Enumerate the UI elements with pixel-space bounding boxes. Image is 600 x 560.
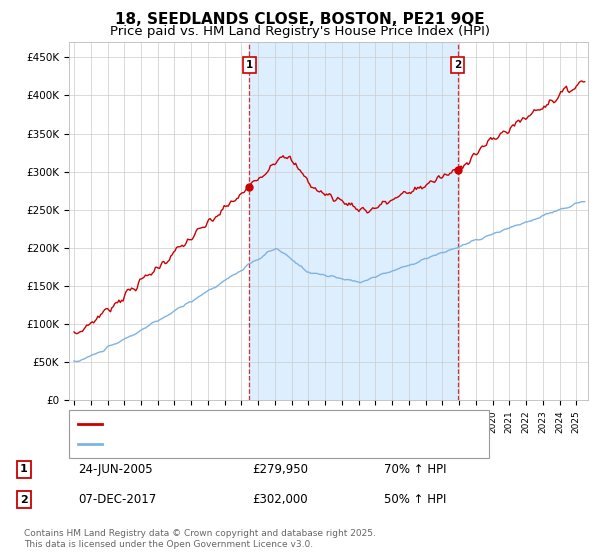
Text: 2: 2	[20, 494, 28, 505]
Text: 70% ↑ HPI: 70% ↑ HPI	[384, 463, 446, 476]
Text: £302,000: £302,000	[252, 493, 308, 506]
Text: Price paid vs. HM Land Registry's House Price Index (HPI): Price paid vs. HM Land Registry's House …	[110, 25, 490, 38]
Text: 1: 1	[20, 464, 28, 474]
Text: 18, SEEDLANDS CLOSE, BOSTON, PE21 9QE (detached house): 18, SEEDLANDS CLOSE, BOSTON, PE21 9QE (d…	[108, 419, 431, 429]
Text: Contains HM Land Registry data © Crown copyright and database right 2025.
This d: Contains HM Land Registry data © Crown c…	[24, 529, 376, 549]
Text: £279,950: £279,950	[252, 463, 308, 476]
Text: 07-DEC-2017: 07-DEC-2017	[78, 493, 156, 506]
Text: 1: 1	[246, 60, 253, 71]
Text: 50% ↑ HPI: 50% ↑ HPI	[384, 493, 446, 506]
Text: 18, SEEDLANDS CLOSE, BOSTON, PE21 9QE: 18, SEEDLANDS CLOSE, BOSTON, PE21 9QE	[115, 12, 485, 27]
Text: 24-JUN-2005: 24-JUN-2005	[78, 463, 152, 476]
Bar	[250, 42, 458, 400]
Text: HPI: Average price, detached house, Boston: HPI: Average price, detached house, Bost…	[108, 439, 337, 449]
Text: 2: 2	[454, 60, 461, 71]
